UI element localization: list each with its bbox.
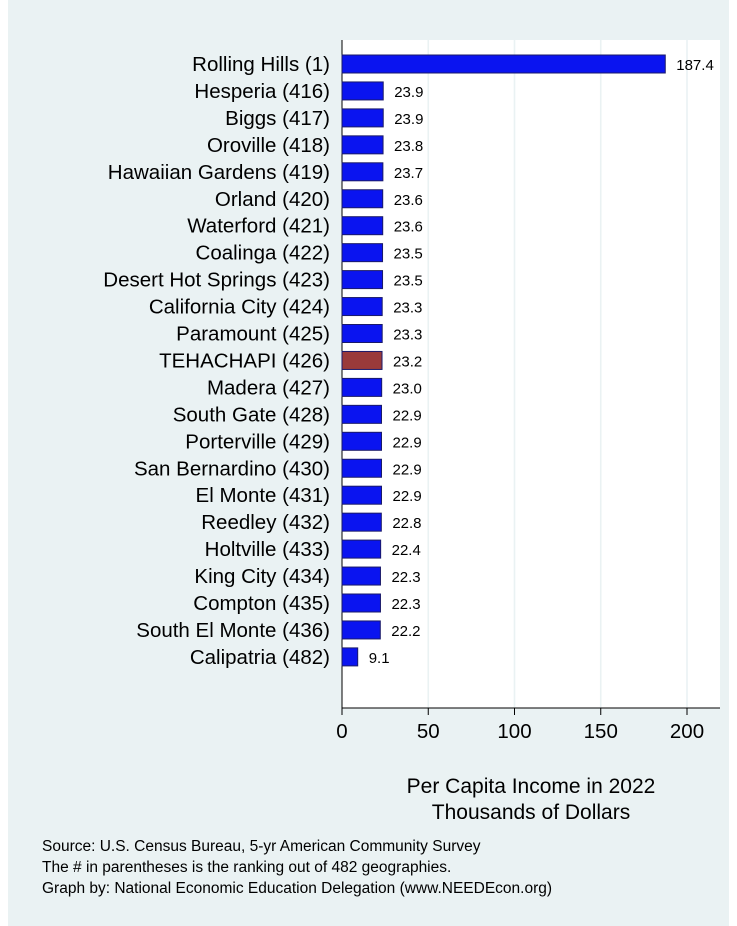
x-tick-label-0: 0 <box>336 720 347 743</box>
category-label-13: Madera (427) <box>207 376 330 399</box>
plot-area <box>342 40 720 708</box>
category-label-9: Desert Hot Springs (423) <box>103 269 330 292</box>
bar-12 <box>341 350 383 370</box>
value-label-21: 22.3 <box>391 596 420 613</box>
bar-10 <box>341 297 383 317</box>
bar-11 <box>341 324 383 343</box>
bar-21 <box>341 593 381 613</box>
bar-18 <box>341 512 382 532</box>
category-label-6: Orland (420) <box>215 188 330 211</box>
category-label-4: Oroville (418) <box>207 134 330 157</box>
bar-16 <box>341 458 383 478</box>
category-label-2: Hesperia (416) <box>194 80 330 103</box>
bar-19 <box>341 539 382 559</box>
category-label-21: Compton (435) <box>193 592 330 615</box>
source-line-3: Graph by: National Economic Education De… <box>42 880 553 897</box>
value-label-7: 23.6 <box>394 219 423 236</box>
value-label-20: 22.3 <box>391 569 420 586</box>
bar-13 <box>341 377 383 397</box>
category-label-3: Biggs (417) <box>225 107 330 130</box>
value-label-5: 23.7 <box>394 165 423 182</box>
category-label-20: King City (434) <box>194 565 330 588</box>
category-label-19: Holtville (433) <box>205 538 330 561</box>
value-label-10: 23.3 <box>393 300 422 317</box>
value-label-4: 23.8 <box>394 138 423 155</box>
value-label-22: 22.2 <box>391 623 420 640</box>
category-label-8: Coalinga (422) <box>196 242 330 265</box>
value-label-6: 23.6 <box>394 192 423 209</box>
bar-4 <box>341 135 384 155</box>
source-notes: Source: U.S. Census Bureau, 5-yr America… <box>42 836 552 899</box>
x-tick-label-200: 200 <box>670 720 704 743</box>
bar-22 <box>341 620 381 640</box>
x-tick-label-50: 50 <box>417 720 440 743</box>
category-label-10: California City (424) <box>149 296 330 319</box>
category-label-15: Porterville (429) <box>185 430 330 453</box>
bar-15 <box>341 431 383 451</box>
value-label-13: 23.0 <box>393 380 422 397</box>
category-label-17: El Monte (431) <box>196 484 330 507</box>
value-label-17: 22.9 <box>393 488 422 505</box>
value-label-23: 9.1 <box>369 650 390 667</box>
bar-3 <box>341 108 384 128</box>
category-label-5: Hawaiian Gardens (419) <box>108 161 330 184</box>
value-label-8: 23.5 <box>394 246 423 263</box>
value-label-19: 22.4 <box>392 542 421 559</box>
bar-2 <box>341 81 384 101</box>
source-line-2: The # in parentheses is the ranking out … <box>42 859 452 876</box>
category-label-22: South El Monte (436) <box>136 619 330 642</box>
category-label-7: Waterford (421) <box>187 215 330 238</box>
value-label-3: 23.9 <box>394 111 423 128</box>
value-label-1: 187.4 <box>676 57 714 74</box>
category-label-14: South Gate (428) <box>173 403 330 426</box>
value-label-18: 22.8 <box>392 515 421 532</box>
value-label-9: 23.5 <box>394 273 423 290</box>
bar-5 <box>341 162 384 182</box>
bar-8 <box>341 243 384 263</box>
value-label-11: 23.3 <box>393 327 422 344</box>
value-label-15: 22.9 <box>393 434 422 451</box>
value-label-12: 23.2 <box>393 353 422 370</box>
category-label-1: Rolling Hills (1) <box>192 53 330 76</box>
bar-9 <box>341 270 384 290</box>
bar-6 <box>341 189 384 209</box>
category-label-12: TEHACHAPI (426) <box>159 349 330 372</box>
category-label-16: San Bernardino (430) <box>134 457 330 480</box>
bar-23 <box>341 647 359 667</box>
bar-14 <box>341 404 383 424</box>
bar-1 <box>341 54 666 74</box>
source-line-1: Source: U.S. Census Bureau, 5-yr America… <box>42 838 481 855</box>
x-tick-label-150: 150 <box>584 720 618 743</box>
value-label-14: 22.9 <box>393 407 422 424</box>
value-label-2: 23.9 <box>394 84 423 101</box>
bar-17 <box>341 485 383 505</box>
bar-20 <box>341 566 381 586</box>
category-label-23: Calipatria (482) <box>190 646 330 669</box>
x-axis-title-line-2: Thousands of Dollars <box>432 801 630 824</box>
x-tick-label-100: 100 <box>497 720 531 743</box>
bar-7 <box>341 216 384 236</box>
x-axis-title-line-1: Per Capita Income in 2022 <box>407 775 656 798</box>
category-label-18: Reedley (432) <box>201 511 330 534</box>
value-label-16: 22.9 <box>393 461 422 478</box>
category-label-11: Paramount (425) <box>176 323 330 346</box>
